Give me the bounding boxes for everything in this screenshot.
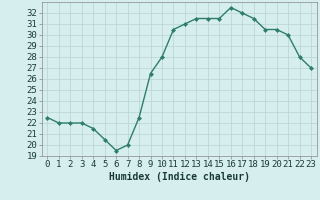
X-axis label: Humidex (Indice chaleur): Humidex (Indice chaleur) <box>109 172 250 182</box>
